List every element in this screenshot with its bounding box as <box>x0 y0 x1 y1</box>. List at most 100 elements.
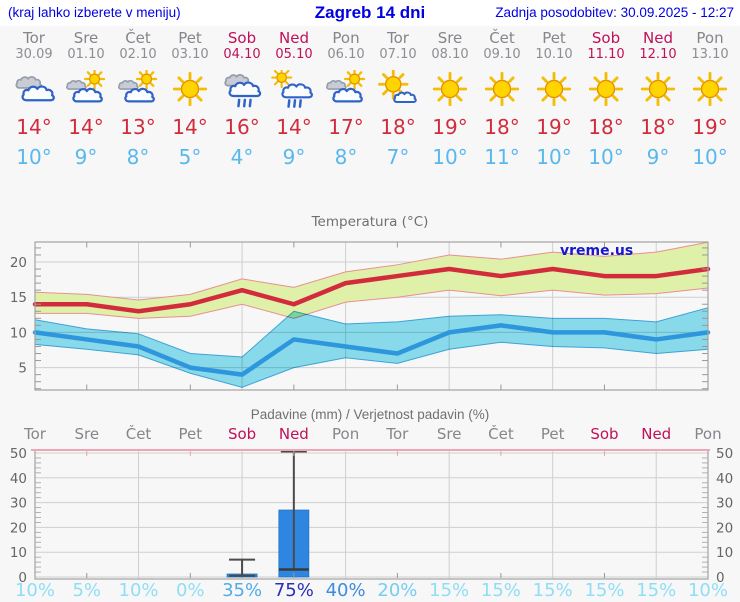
svg-text:50: 50 <box>10 446 27 462</box>
precip-day-label: Sob <box>590 425 618 443</box>
header: (kraj lahko izberete v meniju) Zagreb 14… <box>0 0 740 26</box>
svg-text:50: 50 <box>716 446 733 462</box>
day-name: Tor <box>387 29 409 47</box>
precip-probability: 75% <box>274 580 314 601</box>
day-column: Pet 03.10 14° 5° <box>164 28 216 170</box>
sunny-icon <box>632 70 684 108</box>
day-name: Tor <box>23 29 45 47</box>
temp-max: 18° <box>640 115 676 139</box>
day-date: 12.10 <box>639 47 677 62</box>
day-name: Sob <box>591 29 621 47</box>
svg-text:40: 40 <box>10 471 27 487</box>
day-date: 30.09 <box>15 47 53 62</box>
partly-cloudy-icon <box>60 70 112 108</box>
watermark: vreme.us <box>560 243 633 259</box>
temp-min: 8° <box>126 145 150 169</box>
day-date: 01.10 <box>67 47 105 62</box>
precip-day-label: Pon <box>694 425 721 443</box>
temp-max: 18° <box>484 115 520 139</box>
precip-probability: 15% <box>584 580 624 601</box>
svg-text:15: 15 <box>10 290 27 306</box>
precip-day-label: Sre <box>437 425 462 443</box>
temp-min: 10° <box>588 145 624 169</box>
cloudy-icon <box>8 70 60 108</box>
temp-max: 19° <box>432 115 468 139</box>
day-date: 02.10 <box>119 47 157 62</box>
temp-max: 19° <box>536 115 572 139</box>
precip-day-label: Čet <box>488 425 514 443</box>
day-column: Sre 08.10 19° 10° <box>424 28 476 170</box>
precip-probability: 35% <box>222 580 262 601</box>
day-column: Pet 10.10 19° 10° <box>528 28 580 170</box>
sunny-icon <box>528 70 580 108</box>
day-column: Pon 06.10 17° 8° <box>320 28 372 170</box>
precip-day-label: Tor <box>385 425 409 443</box>
precip-day-label: Tor <box>23 425 47 443</box>
temp-min: 7° <box>386 145 410 169</box>
day-column: Ned 12.10 18° 9° <box>632 28 684 170</box>
precip-day-label: Pon <box>332 425 359 443</box>
temp-max: 14° <box>16 115 52 139</box>
temp-max: 18° <box>380 115 416 139</box>
precip-probability: 15% <box>481 580 521 601</box>
temp-min: 10° <box>16 145 52 169</box>
svg-text:10: 10 <box>716 545 733 561</box>
precip-day-label: Pet <box>541 425 565 443</box>
day-date: 04.10 <box>223 47 261 62</box>
location-hint: (kraj lahko izberete v meniju) <box>8 5 181 20</box>
precip-probability: 15% <box>636 580 676 601</box>
precip-probability: 15% <box>533 580 573 601</box>
precip-day-label: Sre <box>74 425 99 443</box>
temp-min: 5° <box>178 145 202 169</box>
day-column: Sob 04.10 16° 4° <box>216 28 268 170</box>
svg-text:0: 0 <box>18 570 27 586</box>
temp-min: 8° <box>334 145 358 169</box>
svg-text:10: 10 <box>10 325 27 341</box>
temp-min: 9° <box>646 145 670 169</box>
day-date: 10.10 <box>535 47 573 62</box>
forecast-days-row: Tor 30.09 14° 10° Sre 01.10 14° 9° Čet 0… <box>0 26 740 170</box>
precip-probability: 5% <box>72 580 101 601</box>
day-date: 03.10 <box>171 47 209 62</box>
sunny-icon <box>424 70 476 108</box>
precip-probability: 15% <box>429 580 469 601</box>
precip-probability: 10% <box>15 580 55 601</box>
day-column: Čet 02.10 13° 8° <box>112 28 164 170</box>
svg-text:20: 20 <box>10 520 27 536</box>
sunny-icon <box>476 70 528 108</box>
temperature-chart-title: Temperatura (°C) <box>311 214 429 230</box>
day-date: 13.10 <box>691 47 729 62</box>
precip-day-label: Čet <box>126 425 152 443</box>
precip-probability: 0% <box>176 580 205 601</box>
day-date: 08.10 <box>431 47 469 62</box>
svg-text:10: 10 <box>10 545 27 561</box>
temp-max: 14° <box>68 115 104 139</box>
svg-text:40: 40 <box>716 471 733 487</box>
day-column: Sre 01.10 14° 9° <box>60 28 112 170</box>
showers-icon <box>268 70 320 108</box>
day-name: Čet <box>125 29 151 47</box>
svg-text:20: 20 <box>10 255 27 271</box>
day-date: 09.10 <box>483 47 521 62</box>
temp-min: 4° <box>230 145 254 169</box>
temp-max: 19° <box>692 115 728 139</box>
temp-max: 14° <box>172 115 208 139</box>
partly-cloudy-icon <box>112 70 164 108</box>
precip-day-label: Ned <box>279 425 309 443</box>
temp-max: 18° <box>588 115 624 139</box>
day-column: Ned 05.10 14° 9° <box>268 28 320 170</box>
day-column: Pon 13.10 19° 10° <box>684 28 736 170</box>
temp-min: 9° <box>282 145 306 169</box>
sunny-icon <box>684 70 736 108</box>
temp-max: 17° <box>328 115 364 139</box>
partly-cloudy-icon <box>320 70 372 108</box>
day-name: Sob <box>227 29 257 47</box>
svg-text:30: 30 <box>716 496 733 512</box>
temp-min: 9° <box>74 145 98 169</box>
precip-probability: 40% <box>326 580 366 601</box>
sunny-icon <box>164 70 216 108</box>
day-name: Pon <box>696 29 724 47</box>
day-column: Sob 11.10 18° 10° <box>580 28 632 170</box>
mostly-sunny-icon <box>372 70 424 108</box>
svg-text:30: 30 <box>10 496 27 512</box>
